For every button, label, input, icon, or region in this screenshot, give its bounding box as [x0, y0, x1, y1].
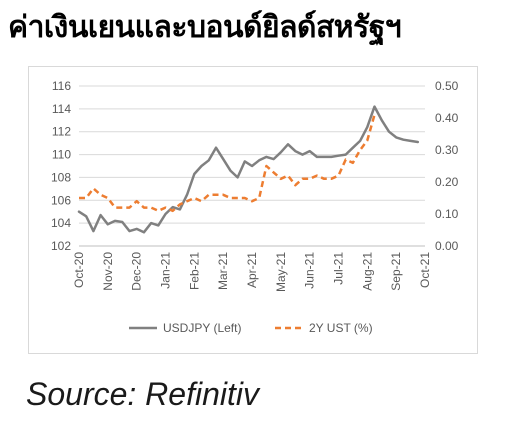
left-tick-label: 104 [51, 216, 71, 230]
left-tick-label: 102 [51, 239, 71, 253]
left-tick-label: 106 [51, 193, 71, 207]
left-tick-label: 114 [52, 102, 71, 116]
x-tick-label: May-21 [274, 252, 288, 292]
left-tick-label: 108 [51, 170, 71, 184]
right-tick-label: 0.10 [435, 207, 459, 221]
legend-label-usdjpy: USDJPY (Left) [163, 321, 241, 335]
x-tick-label: Oct-21 [418, 252, 432, 288]
right-tick-label: 0.50 [435, 79, 459, 93]
source-note: Source: Refinitiv [26, 376, 259, 412]
right-tick-label: 0.00 [435, 239, 459, 253]
x-tick-label: Aug-21 [360, 252, 374, 291]
legend-label-2y-ust: 2Y UST (%) [309, 321, 373, 335]
line-chart: 102 104 106 108 110 112 114 116 0.00 0.10 0.20 0.3… [51, 79, 459, 335]
right-tick-label: 0.20 [435, 175, 459, 189]
series-line-2y-ust [79, 114, 376, 213]
x-tick-label: Nov-20 [101, 252, 115, 291]
x-tick-label: Dec-20 [130, 252, 144, 291]
x-axis: Oct-20 Nov-20 Dec-20 Jan-21 Feb-21 Mar-21 Apr-… [72, 245, 432, 292]
left-tick-label: 116 [52, 79, 71, 93]
legend: USDJPY (Left) 2Y UST (%) [129, 321, 373, 335]
series-layer [77, 105, 420, 234]
right-y-axis: 0.00 0.10 0.20 0.30 0.40 0.50 [435, 79, 459, 253]
left-tick-label: 112 [52, 125, 71, 139]
x-tick-label: Jul-21 [332, 252, 346, 285]
x-tick-label: Sep-21 [389, 252, 403, 291]
series-line-usdjpy [77, 105, 420, 234]
x-tick-label: Feb-21 [187, 252, 201, 290]
x-tick-label: Jan-21 [159, 252, 173, 289]
right-tick-label: 0.30 [435, 143, 459, 157]
x-tick-label: Jun-21 [303, 252, 317, 289]
x-tick-label: Oct-20 [72, 252, 86, 288]
right-tick-label: 0.40 [435, 111, 459, 125]
left-tick-label: 110 [52, 148, 71, 162]
left-y-axis: 102 104 106 108 110 112 114 116 [51, 79, 71, 253]
chart-area: 102 104 106 108 110 112 114 116 0.00 0.10 0.20 0.3… [28, 66, 478, 354]
x-tick-label: Mar-21 [216, 252, 230, 290]
page-title: ค่าเงินเยนและบอนด์ยิลด์สหรัฐฯ [8, 10, 402, 45]
x-tick-label: Apr-21 [245, 252, 259, 288]
